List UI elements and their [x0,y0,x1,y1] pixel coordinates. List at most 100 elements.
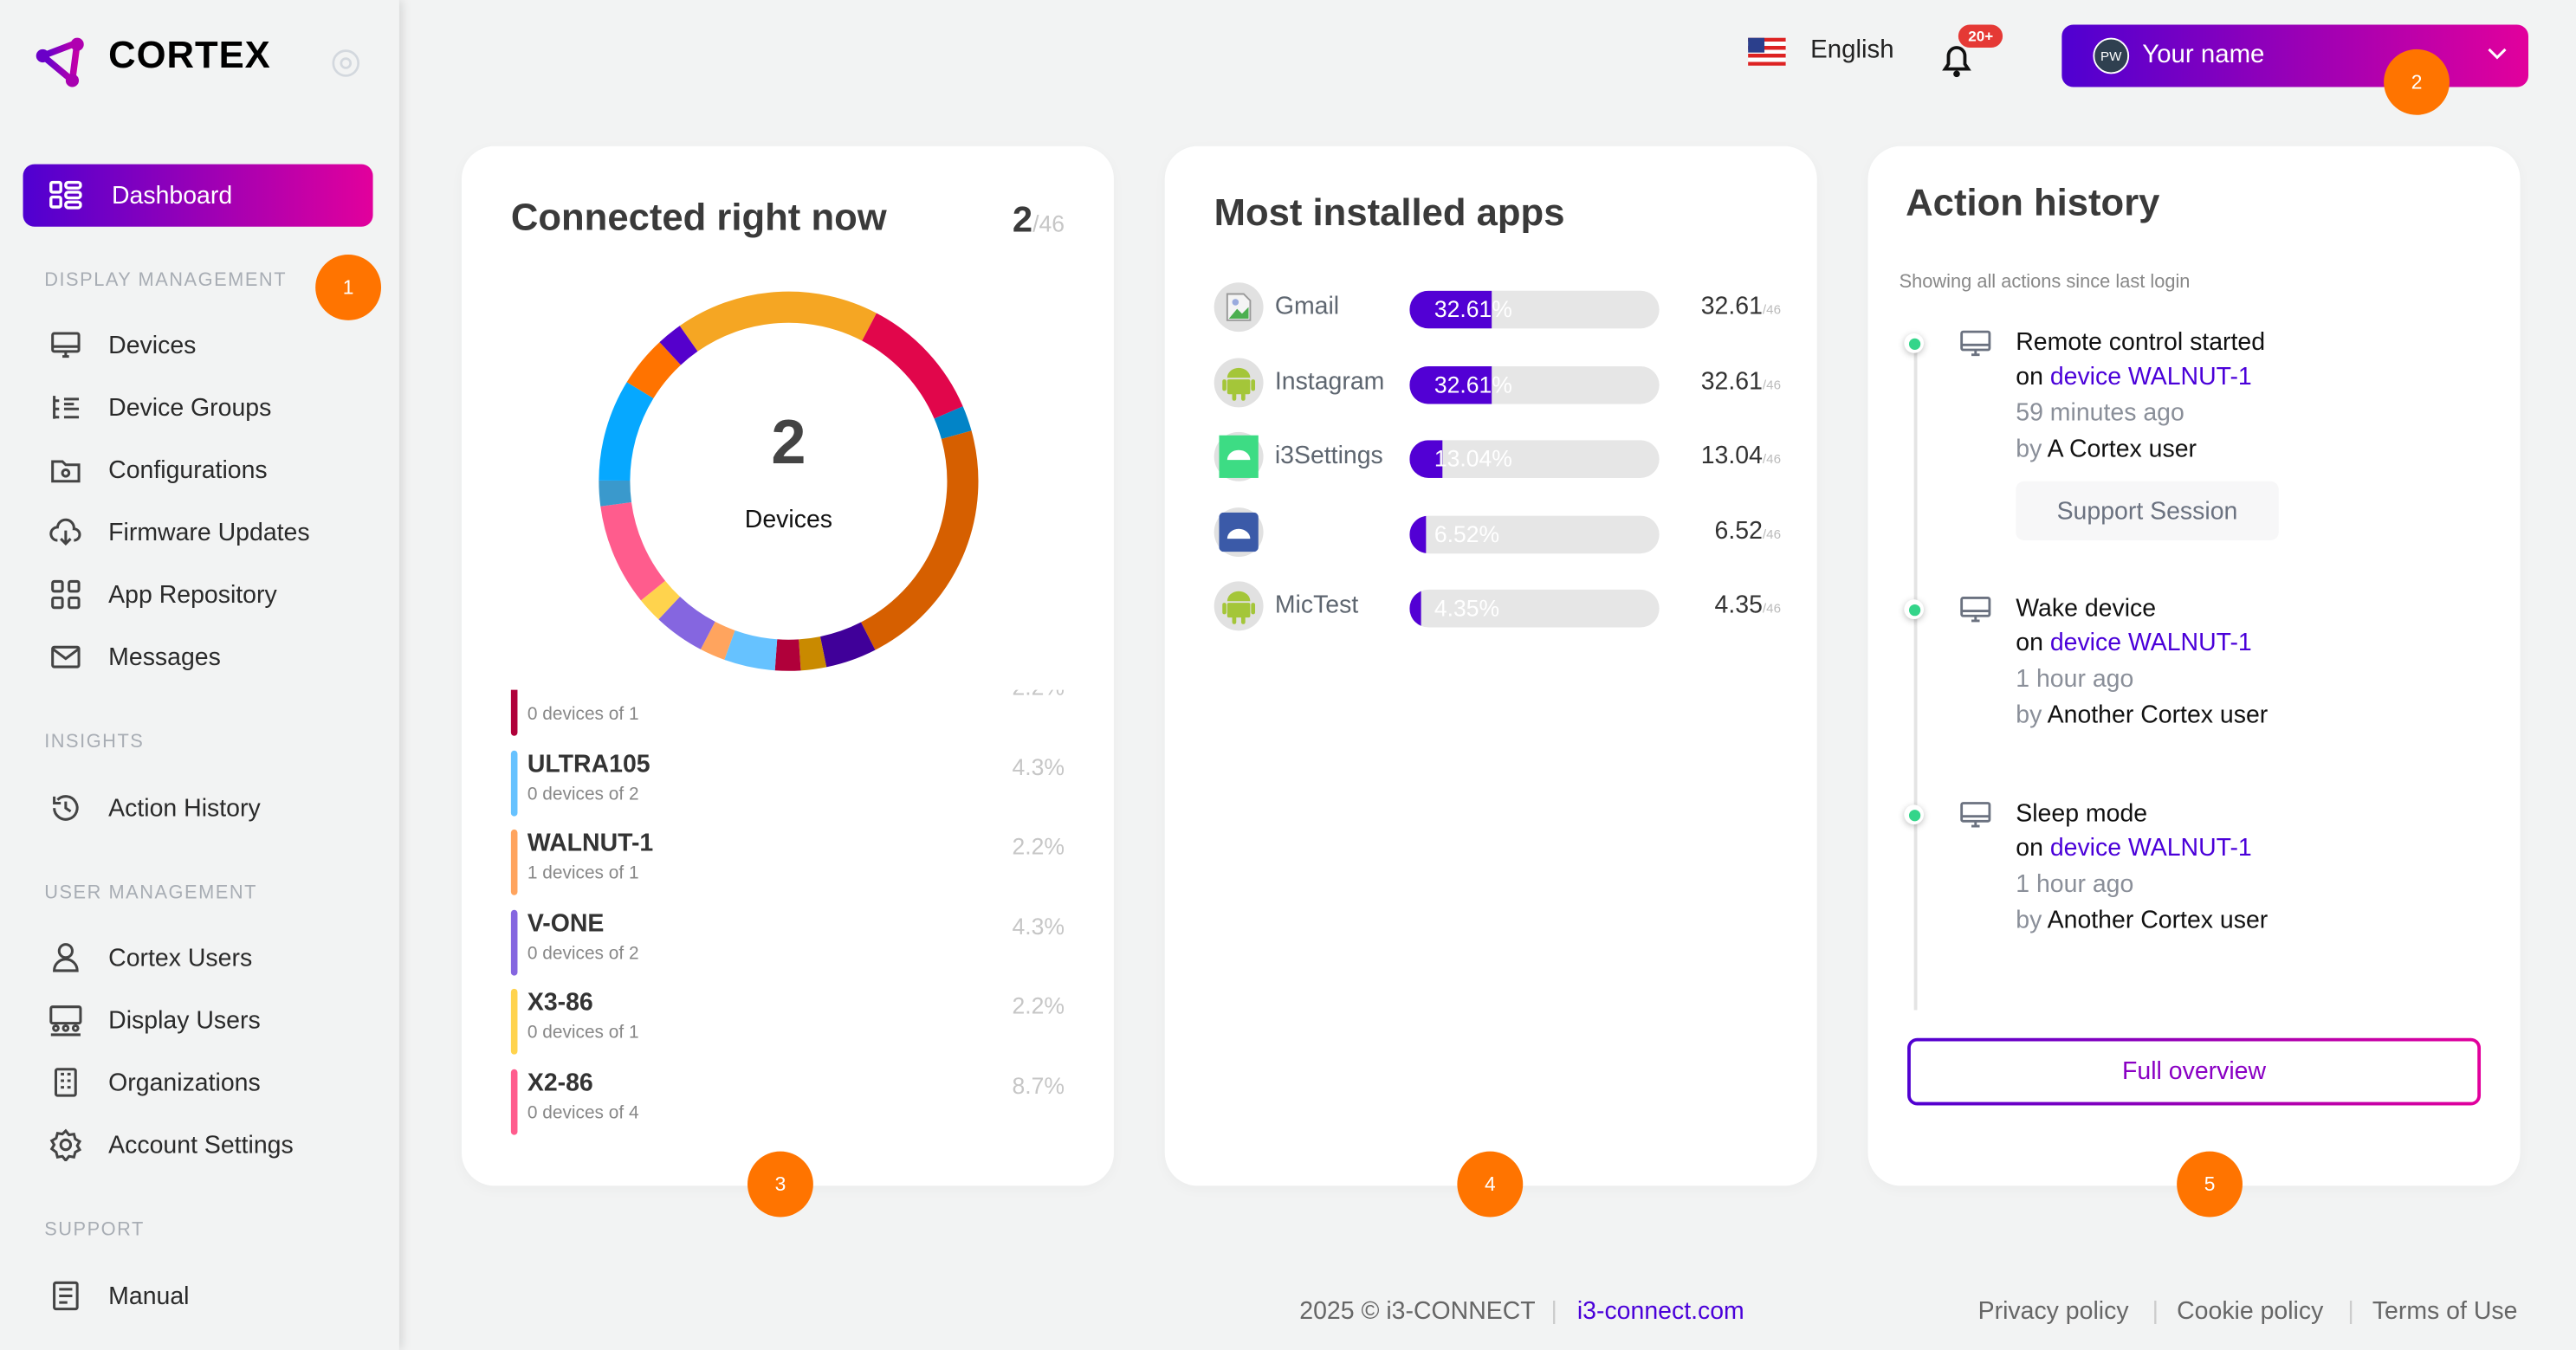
card-title: Connected right now [510,195,887,239]
donut-segment[interactable] [819,622,876,668]
language-selector[interactable]: English [1810,36,1894,64]
app-percent-label: 32.61% [1434,370,1512,397]
connected-card: Connected right now 2/46 2 Devices 0 dev… [461,145,1114,1186]
bell-icon[interactable] [1937,40,1977,80]
support-session-tag[interactable]: Support Session [2016,481,2279,541]
sidebar-item-messages[interactable]: Messages [49,637,221,677]
building-icon [54,1068,77,1097]
timeline-dot [1904,804,1925,825]
legend-name: WALNUT-1 [527,830,654,858]
history-by: by [2016,701,2042,730]
donut-segment[interactable] [599,480,632,507]
legend-percent: 4.3% [1012,913,1065,940]
android-icon [1214,357,1264,407]
legend-item[interactable]: X3-86 0 devices of 1 2.2% [510,989,1065,1056]
donut-segment[interactable] [600,501,666,601]
sidebar-item-label: Devices [108,331,197,359]
donut-segment[interactable] [798,636,827,671]
sidebar-item-dashboard[interactable]: Dashboard [23,164,373,227]
legend-color-bar [510,989,518,1056]
divider: | [2347,1297,2354,1326]
app-row[interactable]: i3Settings 13.04% 13.04/46 [1214,431,1781,485]
legend-percent: 2.2% [1012,832,1065,860]
legend-devices: 0 devices of 1 [527,1024,639,1044]
user-menu-button[interactable]: PW Your name [2061,24,2529,87]
legend-name: V-ONE [527,909,605,938]
app-value-number: 4.35 [1714,591,1763,620]
legend-item[interactable]: X2-86 0 devices of 4 8.7% [510,1069,1065,1135]
donut-segment[interactable] [934,406,972,440]
app-value: 32.61/46 [1701,293,1781,320]
sidebar-item-app-repository[interactable]: App Repository [49,575,277,615]
full-overview-button[interactable]: Full overview [1907,1037,2482,1106]
monitor-icon [51,332,81,358]
cookie-policy-link[interactable]: Cookie policy [2177,1297,2324,1326]
sidebar-item-cortex-users[interactable]: Cortex Users [49,938,252,978]
sidebar-item-devices[interactable]: Devices [49,326,196,365]
donut-segment[interactable] [640,580,681,620]
sidebar-item-manual[interactable]: Manual [49,1276,190,1316]
device-link[interactable]: device WALNUT-1 [2049,363,2252,391]
collapse-toggle-icon[interactable] [330,48,361,79]
sidebar-item-device-groups[interactable]: Device Groups [49,388,271,428]
donut-segment[interactable] [659,326,698,365]
sidebar-item-organizations[interactable]: Organizations [49,1063,261,1102]
device-link[interactable]: device WALNUT-1 [2049,629,2252,657]
legend-item[interactable]: ULTRA105 0 devices of 2 4.3% [510,750,1065,816]
legend-item[interactable]: 0 devices of 1 2.2% [510,689,1065,736]
sidebar-item-firmware-updates[interactable]: Firmware Updates [49,513,310,552]
monitor-icon [1960,802,1991,828]
history-subtitle: Showing all actions since last login [1899,272,2191,293]
app-percent-label: 4.35% [1434,594,1500,621]
app-row[interactable]: Instagram 32.61% 32.61/46 [1214,357,1782,410]
gear-icon [49,1128,82,1161]
device-link[interactable]: device WALNUT-1 [2049,834,2252,862]
app-value-number: 32.61 [1700,366,1763,396]
donut-segment[interactable] [658,596,715,649]
privacy-policy-link[interactable]: Privacy policy [1977,1297,2129,1326]
app-percent-label: 13.04% [1434,445,1512,472]
connected-count: 2/46 [1013,199,1065,242]
app-value-total: /46 [1762,377,1782,392]
donut-segment[interactable] [724,630,778,671]
history-by: by [2016,435,2042,463]
terms-of-use-link[interactable]: Terms of Use [2372,1297,2518,1326]
button-label: Full overview [1910,1041,2478,1102]
sidebar-item-label: Configurations [108,455,268,484]
sidebar-item-action-history[interactable]: Action History [49,788,261,828]
donut-center-label: Devices [744,506,833,534]
section-display-management: DISPLAY MANAGEMENT [44,270,288,291]
history-action: Wake device [2016,594,2157,623]
site-link[interactable]: i3-connect.com [1576,1297,1744,1326]
sidebar-item-account-settings[interactable]: Account Settings [49,1125,294,1165]
count-value: 2 [1012,198,1033,240]
device-legend-list[interactable]: 0 devices of 1 2.2% ULTRA105 0 devices o… [462,689,1114,1150]
app-row[interactable]: Gmail 32.61% 32.61/46 [1214,282,1781,335]
app-value: 13.04/46 [1701,442,1781,469]
history-time: 1 hour ago [2016,665,2134,694]
sidebar-item-display-users[interactable]: Display Users [49,1000,261,1040]
book-icon [53,1281,79,1311]
us-flag-icon[interactable] [1748,37,1786,66]
legend-percent: 8.7% [1012,1072,1065,1099]
sidebar-item-label: Cortex Users [108,943,253,972]
sidebar-item-configurations[interactable]: Configurations [49,450,268,490]
devices-donut-chart [599,291,979,671]
legend-item[interactable]: V-ONE 0 devices of 2 4.3% [510,909,1065,976]
sidebar-item-label: Dashboard [111,181,233,210]
app-value-total: /46 [1762,301,1782,318]
donut-segment[interactable] [626,342,682,399]
history-on: on [2016,629,2043,657]
app-row[interactable]: 6.52% 6.52/46 [1214,507,1781,559]
app-row[interactable]: MicTest 4.35% 4.35/46 [1214,581,1781,634]
copyright: 2025 © i3-CONNECT [1299,1297,1536,1326]
cortex-logo-icon [36,37,84,87]
history-time: 1 hour ago [2016,870,2134,899]
legend-item[interactable]: WALNUT-1 1 devices of 1 2.2% [510,830,1065,896]
donut-segment[interactable] [860,430,979,650]
donut-segment[interactable] [774,639,801,671]
donut-segment[interactable] [599,382,654,481]
donut-segment[interactable] [700,621,735,660]
donut-segment[interactable] [679,291,877,352]
donut-segment[interactable] [861,313,963,419]
